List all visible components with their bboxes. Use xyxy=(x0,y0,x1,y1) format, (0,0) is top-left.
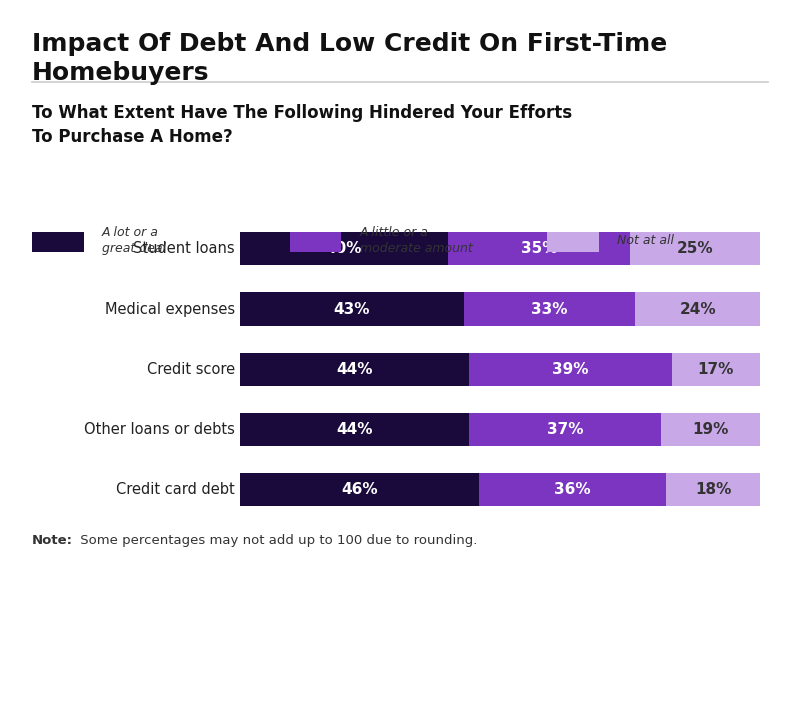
Bar xyxy=(635,293,760,326)
Text: 19%: 19% xyxy=(693,422,729,437)
FancyBboxPatch shape xyxy=(547,232,598,252)
Text: 39%: 39% xyxy=(552,362,589,376)
Text: 40%: 40% xyxy=(326,242,362,256)
Text: Other loans or debts: Other loans or debts xyxy=(84,422,235,437)
Text: 43%: 43% xyxy=(334,302,370,316)
Bar xyxy=(448,232,630,265)
Text: Homes: Homes xyxy=(618,616,661,629)
Text: Medical expenses: Medical expenses xyxy=(105,302,235,316)
Text: 25%: 25% xyxy=(677,242,714,256)
Text: A lot or a
great deal: A lot or a great deal xyxy=(102,227,166,255)
Text: Source:: Source: xyxy=(112,603,172,617)
Bar xyxy=(469,413,662,446)
Bar xyxy=(240,413,469,446)
Bar xyxy=(469,353,672,386)
Text: 18%: 18% xyxy=(695,483,731,497)
Text: 36%: 36% xyxy=(554,483,591,497)
Text: Some percentages may not add up to 100 due to rounding.: Some percentages may not add up to 100 d… xyxy=(76,534,478,547)
Text: 17%: 17% xyxy=(698,362,734,376)
Text: To What Extent Have The Following Hindered Your Efforts
To Purchase A Home?: To What Extent Have The Following Hinder… xyxy=(32,104,572,146)
Bar xyxy=(464,293,635,326)
Text: 35%: 35% xyxy=(521,242,558,256)
Text: Homebuyers: Homebuyers xyxy=(32,61,210,85)
Bar xyxy=(240,293,464,326)
Bar xyxy=(240,353,469,386)
Bar xyxy=(630,232,760,265)
Text: Credit card debt: Credit card debt xyxy=(116,483,235,497)
Text: 37%: 37% xyxy=(546,422,583,437)
Bar xyxy=(240,473,479,506)
FancyBboxPatch shape xyxy=(290,232,341,252)
FancyBboxPatch shape xyxy=(32,232,83,252)
Text: Impact Of Debt And Low Credit On First-Time: Impact Of Debt And Low Credit On First-T… xyxy=(32,32,667,56)
Text: 33%: 33% xyxy=(531,302,568,316)
Text: Note:: Note: xyxy=(32,534,73,547)
Text: Credit score: Credit score xyxy=(146,362,235,376)
Text: Survey of 455 recent homebuyers: Survey of 455 recent homebuyers xyxy=(159,603,400,617)
Text: 44%: 44% xyxy=(336,362,373,376)
Bar xyxy=(666,473,760,506)
Bar xyxy=(662,413,760,446)
Text: Not at all: Not at all xyxy=(617,234,674,247)
Bar xyxy=(240,232,448,265)
Text: A little or a
moderate amount: A little or a moderate amount xyxy=(359,227,472,255)
Bar xyxy=(479,473,666,506)
Text: ROCKET: ROCKET xyxy=(602,594,677,612)
Text: 46%: 46% xyxy=(342,483,378,497)
Bar xyxy=(672,353,760,386)
Text: Student loans: Student loans xyxy=(133,242,235,256)
Text: 24%: 24% xyxy=(679,302,716,316)
Text: 44%: 44% xyxy=(336,422,373,437)
